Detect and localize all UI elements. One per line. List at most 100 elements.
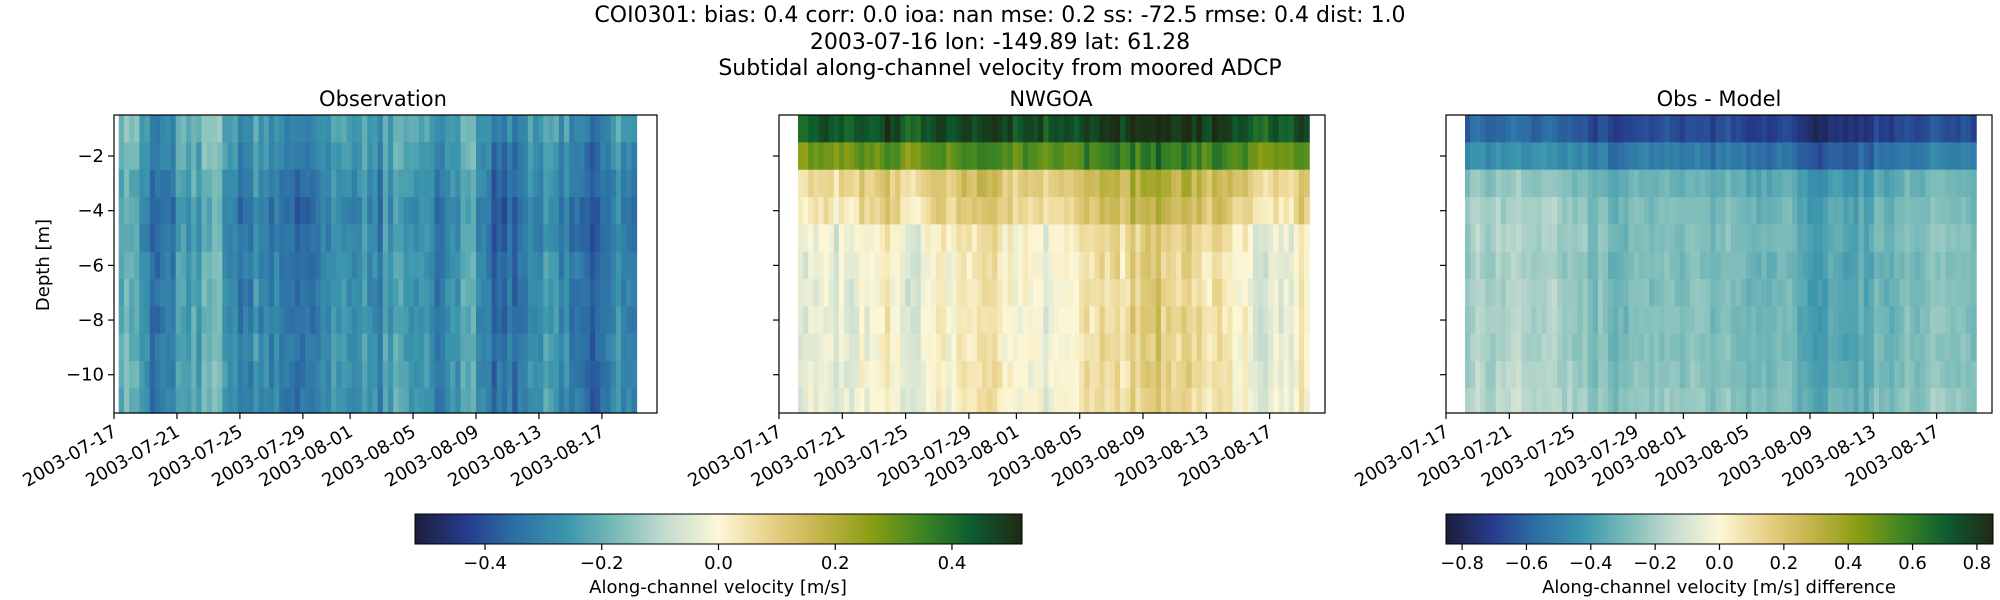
heatmap-cell bbox=[1247, 197, 1254, 225]
heatmap-cell bbox=[951, 333, 958, 362]
heatmap-cell bbox=[905, 361, 912, 389]
heatmap-cell bbox=[211, 251, 218, 280]
heatmap-cell bbox=[1007, 361, 1014, 389]
heatmap-cell bbox=[564, 251, 570, 280]
heatmap-cell bbox=[237, 251, 244, 280]
heatmap-cell bbox=[884, 333, 891, 362]
heatmap-cell bbox=[268, 142, 275, 171]
heatmap-cell bbox=[1613, 224, 1619, 253]
heatmap-cell bbox=[527, 361, 534, 389]
heatmap-cell bbox=[1700, 169, 1706, 198]
heatmap-cell bbox=[1572, 251, 1579, 280]
heatmap-cell bbox=[1965, 115, 1972, 143]
heatmap-cell bbox=[1464, 169, 1471, 198]
heatmap-cell bbox=[543, 361, 550, 389]
heatmap-cell bbox=[1766, 333, 1773, 362]
heatmap-cell bbox=[605, 142, 612, 171]
heatmap-cell bbox=[803, 361, 809, 389]
heatmap-cell bbox=[1812, 388, 1819, 414]
heatmap-cell bbox=[558, 251, 565, 280]
heatmap-cell bbox=[1053, 115, 1060, 143]
heatmap-cell bbox=[434, 115, 441, 143]
heatmap-cell bbox=[1145, 197, 1152, 225]
heatmap-cell bbox=[1925, 388, 1931, 414]
heatmap-cell bbox=[289, 251, 296, 280]
heatmap-cell bbox=[1873, 306, 1880, 335]
heatmap-cell bbox=[1833, 333, 1839, 362]
heatmap-cell bbox=[144, 224, 151, 253]
heatmap-cell bbox=[621, 306, 627, 335]
heatmap-cell bbox=[450, 361, 456, 389]
heatmap-cell bbox=[1074, 361, 1080, 389]
heatmap-cell bbox=[1715, 197, 1722, 225]
heatmap-cell bbox=[1746, 361, 1752, 389]
heatmap-cell bbox=[803, 169, 809, 198]
heatmap-cell bbox=[1114, 333, 1121, 362]
heatmap-cell bbox=[1776, 142, 1783, 171]
heatmap-cell bbox=[1603, 279, 1609, 307]
heatmap-cell bbox=[429, 115, 436, 143]
heatmap-cell bbox=[237, 115, 244, 143]
panel-obs-minus-model: Obs - Model 2003-07-172003-07-212003-07-… bbox=[1351, 87, 1993, 492]
heatmap-cell bbox=[1756, 361, 1763, 389]
heatmap-cell bbox=[1807, 169, 1814, 198]
heatmap-cell bbox=[346, 142, 353, 171]
heatmap-cell bbox=[1181, 279, 1188, 307]
heatmap-cell bbox=[1012, 169, 1019, 198]
heatmap-cell bbox=[180, 224, 187, 253]
heatmap-cell bbox=[413, 251, 420, 280]
heatmap-cell bbox=[1669, 142, 1676, 171]
heatmap-cell bbox=[486, 361, 493, 389]
heatmap-cell bbox=[1868, 251, 1875, 280]
heatmap-cell bbox=[222, 142, 229, 171]
heatmap-cell bbox=[915, 169, 922, 198]
heatmap-cell bbox=[123, 115, 130, 143]
heatmap-cell bbox=[1196, 333, 1203, 362]
heatmap-cell bbox=[315, 251, 322, 280]
heatmap-cell bbox=[279, 169, 286, 198]
heatmap-cell bbox=[1068, 197, 1075, 225]
heatmap-cell bbox=[243, 306, 249, 335]
heatmap-cell bbox=[992, 251, 998, 280]
heatmap-cell bbox=[1278, 333, 1285, 362]
heatmap-cell bbox=[320, 333, 327, 362]
heatmap-cell bbox=[232, 388, 239, 414]
heatmap-cell bbox=[1022, 388, 1029, 414]
heatmap-cell bbox=[626, 306, 632, 335]
heatmap-cell bbox=[346, 279, 353, 307]
heatmap-cell bbox=[1771, 169, 1778, 198]
figure-title-line-1: COI0301: bias: 0.4 corr: 0.0 ioa: nan ms… bbox=[594, 3, 1405, 28]
heatmap-cell bbox=[470, 251, 477, 280]
heatmap-cell bbox=[864, 142, 871, 171]
heatmap-cell bbox=[1084, 197, 1090, 225]
heatmap-cell bbox=[1649, 306, 1655, 335]
heatmap-cell bbox=[1695, 251, 1701, 280]
heatmap-cell bbox=[1068, 333, 1075, 362]
heatmap-cell bbox=[1028, 306, 1034, 335]
heatmap-cell bbox=[1940, 224, 1947, 253]
heatmap-cell bbox=[284, 333, 291, 362]
heatmap-cell bbox=[946, 169, 952, 198]
heatmap-cell bbox=[1505, 361, 1512, 389]
heatmap-cell bbox=[930, 197, 937, 225]
heatmap-cell bbox=[1756, 279, 1763, 307]
heatmap-cell bbox=[874, 361, 881, 389]
heatmap-cell bbox=[1710, 142, 1717, 171]
heatmap-cell bbox=[1679, 142, 1686, 171]
heatmap-cell bbox=[1807, 224, 1814, 253]
heatmap-cell bbox=[1853, 279, 1860, 307]
heatmap-cell bbox=[517, 251, 524, 280]
colorbar-velocity-gradient bbox=[414, 513, 1023, 545]
heatmap-cell bbox=[253, 169, 260, 198]
heatmap-cell bbox=[1140, 361, 1147, 389]
heatmap-cell bbox=[1531, 388, 1538, 414]
heatmap-cell bbox=[1038, 224, 1044, 253]
heatmap-cell bbox=[186, 388, 192, 414]
heatmap-cell bbox=[1587, 251, 1594, 280]
heatmap-cell bbox=[491, 115, 498, 143]
heatmap-cell bbox=[279, 306, 286, 335]
heatmap-cell bbox=[1879, 279, 1885, 307]
heatmap-cell bbox=[377, 197, 384, 225]
heatmap-cell bbox=[1278, 169, 1285, 198]
heatmap-cell bbox=[1965, 251, 1972, 280]
